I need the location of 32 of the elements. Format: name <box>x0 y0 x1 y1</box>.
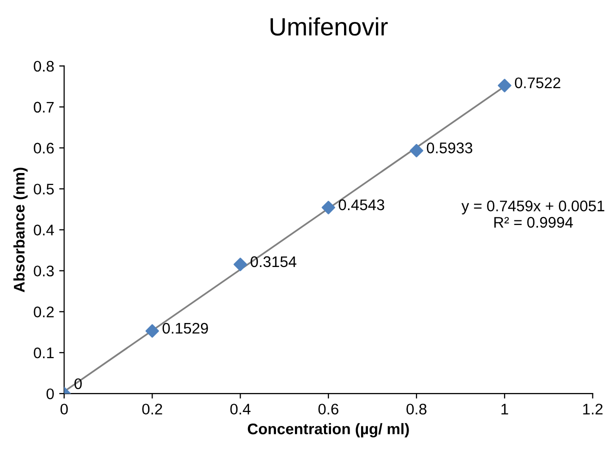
x-axis-title: Concentration (µg/ ml) <box>248 423 409 438</box>
x-tick-label: 0 <box>60 404 68 415</box>
x-tick-label: 0.8 <box>406 404 426 415</box>
data-label: 0.1529 <box>162 322 208 334</box>
y-axis-title: Absorbance (nm) <box>13 168 28 292</box>
point <box>322 200 336 214</box>
y-tick-label: 0.3 <box>34 266 54 276</box>
data-label: 0.7522 <box>514 77 560 88</box>
data-label: 0.3154 <box>250 256 296 268</box>
point <box>145 324 159 338</box>
y-tick-label: 0.7 <box>34 102 54 113</box>
annotation: R² = 0.9994 <box>494 216 573 228</box>
x-tick-label: 0.4 <box>230 404 250 415</box>
y-tick-label: 0.1 <box>34 347 54 358</box>
point <box>410 144 424 158</box>
chart-title: Umifenovir <box>270 17 388 36</box>
data-label: 0.4543 <box>338 199 384 210</box>
y-tick-label: 0.6 <box>34 142 54 154</box>
data-label: 0 <box>74 378 82 390</box>
y-tick-label: 0.8 <box>34 60 54 72</box>
annotation: y = 0.7459x + 0.0051 <box>461 200 604 214</box>
y-tick-label: 0.5 <box>34 184 54 195</box>
y-tick-label: 0 <box>46 388 54 400</box>
x-tick-label: 1 <box>502 404 508 414</box>
y-tick-label: 0.2 <box>34 306 54 318</box>
data-label: 0.5933 <box>426 142 472 154</box>
point <box>498 78 512 92</box>
x-tick-label: 0.2 <box>142 404 162 415</box>
point <box>234 258 248 272</box>
x-tick-label: 0.6 <box>318 404 338 415</box>
x-tick-label: 1.2 <box>583 404 603 414</box>
y-tick-label: 0.4 <box>34 224 54 236</box>
